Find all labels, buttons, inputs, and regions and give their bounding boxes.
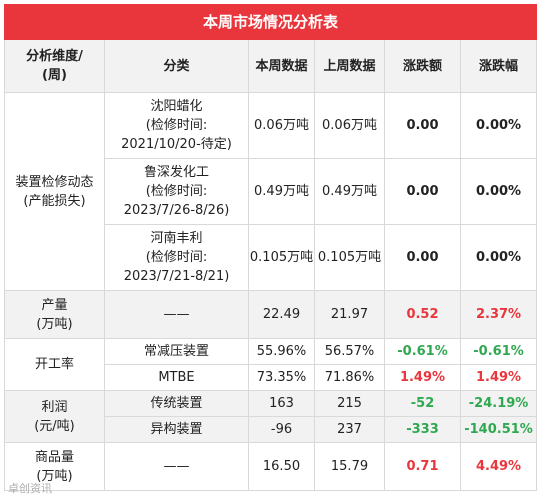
category-cell: 鲁深发化工 (检修时间: 2023/7/26-8/26) [104, 158, 249, 225]
last-week-cell: 0.06万吨 [314, 92, 385, 159]
market-analysis-table: 本周市场情况分析表 分析维度/ (周) 分类 本周数据 上周数据 涨跌额 涨跌幅… [3, 4, 538, 491]
this-week-cell: 16.50 [248, 442, 315, 491]
change-cell: 0.71 [384, 442, 461, 491]
last-week-cell: 71.86% [314, 364, 385, 391]
group-label-commodity: 商品量 (万吨) [4, 442, 105, 491]
table-title: 本周市场情况分析表 [3, 4, 538, 40]
last-week-cell: 21.97 [314, 290, 385, 339]
last-week-cell: 15.79 [314, 442, 385, 491]
table-row: 河南丰利 (检修时间: 2023/7/21-8/21) 0.105万吨 0.10… [5, 224, 538, 291]
category-cell: 异构装置 [104, 416, 249, 443]
table-row: 产量 (万吨) —— 22.49 21.97 0.52 2.37% [4, 290, 538, 339]
change-cell: 0.00 [384, 92, 461, 159]
group-label-profit: 利润 (元/吨) [4, 390, 105, 443]
market-analysis-table-container: 本周市场情况分析表 分析维度/ (周) 分类 本周数据 上周数据 涨跌额 涨跌幅… [3, 4, 538, 495]
change-pct-cell: 0.00% [459, 224, 538, 291]
group-label-maintenance: 装置检修动态 (产能损失) [4, 92, 105, 291]
change-cell: 0.52 [384, 290, 461, 339]
last-week-cell: 215 [314, 390, 385, 417]
this-week-cell: 0.49万吨 [248, 158, 315, 225]
change-cell: -0.61% [384, 338, 461, 365]
this-week-cell: 22.49 [248, 290, 315, 339]
category-cell: —— [104, 290, 249, 339]
change-pct-cell: 2.37% [459, 290, 538, 339]
this-week-cell: 0.105万吨 [248, 224, 315, 291]
this-week-cell: 163 [248, 390, 315, 417]
header-change: 涨跌额 [384, 39, 461, 93]
category-cell: 常减压装置 [104, 338, 249, 365]
category-cell: —— [104, 442, 249, 491]
watermark: 卓创资讯 [8, 482, 52, 495]
header-change-pct: 涨跌幅 [459, 39, 538, 93]
this-week-cell: 0.06万吨 [248, 92, 315, 159]
group-label-operating-rate: 开工率 [4, 338, 105, 391]
header-last-week: 上周数据 [314, 39, 385, 93]
group-label-output: 产量 (万吨) [4, 290, 105, 339]
table-row: MTBE 73.35% 71.86% 1.49% 1.49% [5, 364, 538, 391]
change-cell: -333 [384, 416, 461, 443]
table-row: 装置检修动态 (产能损失) 沈阳蜡化 (检修时间: 2021/10/20-待定)… [4, 92, 538, 291]
table-row: 开工率 常减压装置 55.96% 56.57% -0.61% -0.61% [4, 338, 538, 391]
this-week-cell: 73.35% [248, 364, 315, 391]
change-pct-cell: -0.61% [459, 338, 538, 365]
this-week-cell: 55.96% [248, 338, 315, 365]
change-pct-cell: 4.49% [459, 442, 538, 491]
change-cell: -52 [384, 390, 461, 417]
change-pct-cell: 0.00% [459, 92, 538, 159]
last-week-cell: 0.105万吨 [314, 224, 385, 291]
header-dimension: 分析维度/ (周) [4, 39, 105, 93]
table-row: 鲁深发化工 (检修时间: 2023/7/26-8/26) 0.49万吨 0.49… [5, 158, 538, 225]
change-pct-cell: -24.19% [459, 390, 538, 417]
table-row: 异构装置 -96 237 -333 -140.51% [5, 416, 538, 443]
change-pct-cell: 0.00% [459, 158, 538, 225]
change-cell: 0.00 [384, 158, 461, 225]
category-cell: 河南丰利 (检修时间: 2023/7/21-8/21) [104, 224, 249, 291]
table-row: 利润 (元/吨) 传统装置 163 215 -52 -24.19% [4, 390, 538, 443]
category-cell: MTBE [104, 364, 249, 391]
change-cell: 1.49% [384, 364, 461, 391]
last-week-cell: 237 [314, 416, 385, 443]
this-week-cell: -96 [248, 416, 315, 443]
category-cell: 传统装置 [104, 390, 249, 417]
last-week-cell: 56.57% [314, 338, 385, 365]
category-cell: 沈阳蜡化 (检修时间: 2021/10/20-待定) [104, 92, 249, 159]
header-category: 分类 [104, 39, 249, 93]
change-pct-cell: 1.49% [459, 364, 538, 391]
table-row: 商品量 (万吨) —— 16.50 15.79 0.71 4.49% [4, 442, 538, 491]
change-cell: 0.00 [384, 224, 461, 291]
change-pct-cell: -140.51% [459, 416, 538, 443]
last-week-cell: 0.49万吨 [314, 158, 385, 225]
header-this-week: 本周数据 [248, 39, 315, 93]
